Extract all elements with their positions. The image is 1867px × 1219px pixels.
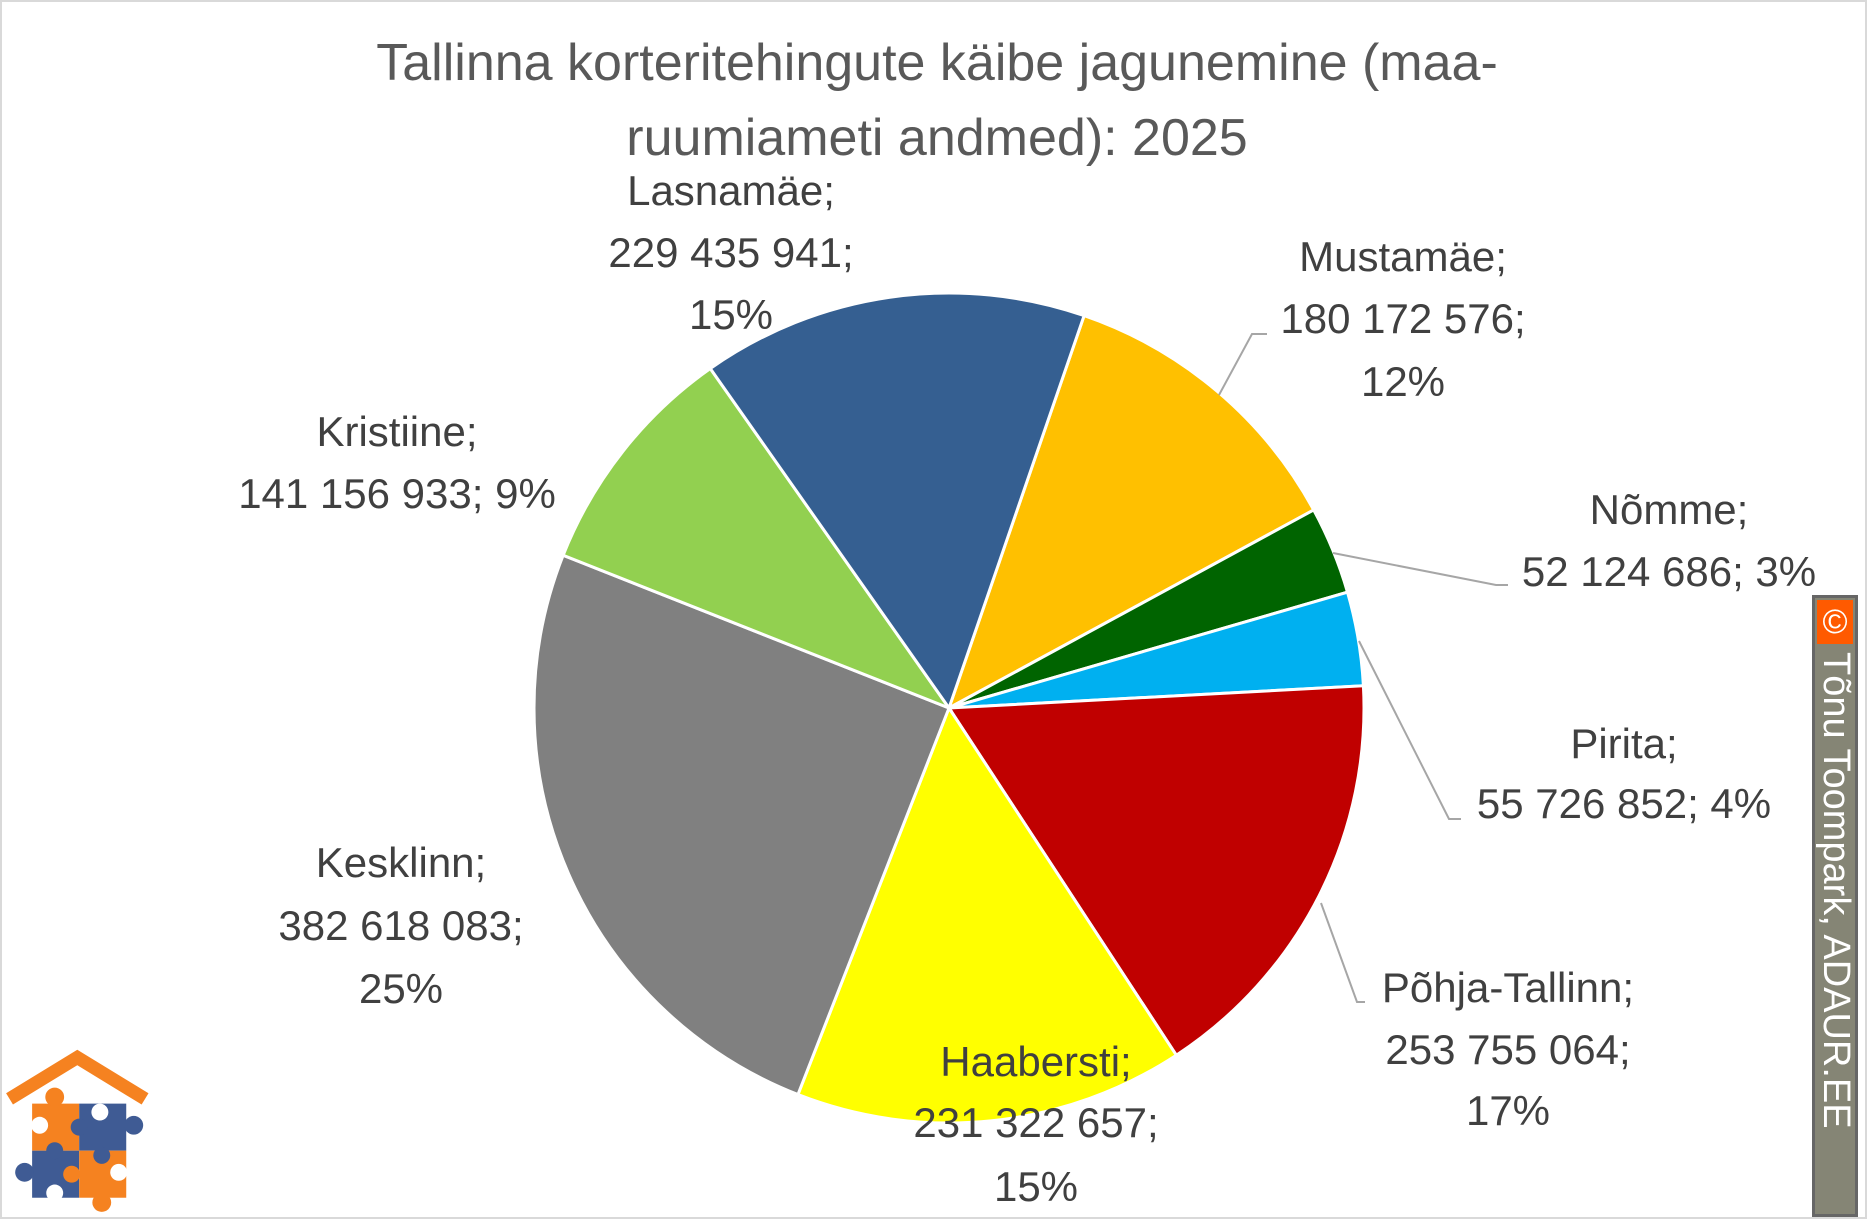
leader-line-põhja-tallinn — [1320, 902, 1365, 1003]
copyright-icon: © — [1817, 600, 1853, 644]
data-label-kesklinn: 382 618 083; — [278, 902, 523, 949]
leader-line-pirita — [1358, 640, 1461, 820]
data-label-nõmme: 52 124 686; 3% — [1522, 548, 1816, 595]
data-label-kesklinn: Kesklinn; — [316, 839, 486, 886]
watermark-text: Tõnu Toompark, ADAUR.EE — [1815, 652, 1857, 1129]
data-label-põhja-tallinn: Põhja-Tallinn; — [1382, 964, 1634, 1011]
data-label-kesklinn: 25% — [359, 965, 443, 1012]
data-label-haabersti: 231 322 657; — [913, 1099, 1158, 1146]
data-label-mustamäe: Mustamäe; — [1299, 233, 1507, 280]
pie-slice-haabersti — [795, 704, 1179, 1125]
data-label-kristiine: 141 156 933; 9% — [238, 470, 556, 517]
data-label-mustamäe: 12% — [1361, 358, 1445, 405]
house-puzzle-logo — [6, 1049, 149, 1212]
pie-slice-mustamäe — [946, 313, 1316, 712]
data-label-nõmme: Nõmme; — [1590, 486, 1749, 533]
pie-slice-kesklinn — [532, 553, 951, 1097]
data-label-kristiine: Kristiine; — [316, 408, 477, 455]
data-label-haabersti: Haabersti; — [940, 1038, 1131, 1085]
pie-slice-kristiine — [561, 366, 954, 712]
pie-slice-lasnamäe — [708, 291, 1087, 712]
data-label-pirita: 55 726 852; 4% — [1477, 780, 1771, 827]
data-label-haabersti: 15% — [994, 1163, 1078, 1210]
data-label-pirita: Pirita; — [1570, 720, 1677, 767]
chart-title-line-1: Tallinna korteritehingute käibe jagunemi… — [376, 34, 1498, 92]
leader-line-nõmme — [1332, 552, 1508, 586]
data-label-mustamäe: 180 172 576; — [1280, 295, 1525, 342]
copyright-watermark: © Tõnu Toompark, ADAUR.EE — [1812, 595, 1858, 1217]
data-label-põhja-tallinn: 17% — [1466, 1087, 1550, 1134]
data-label-lasnamäe: 229 435 941; — [608, 229, 853, 276]
leader-line-mustamäe — [1218, 333, 1267, 396]
data-label-põhja-tallinn: 253 755 064; — [1385, 1026, 1630, 1073]
data-label-lasnamäe: Lasnamäe; — [627, 167, 835, 214]
pie-slice-põhja-tallinn — [946, 684, 1366, 1058]
chart-title-line-2: ruumiameti andmed): 2025 — [626, 109, 1247, 167]
data-label-lasnamäe: 15% — [689, 291, 773, 338]
